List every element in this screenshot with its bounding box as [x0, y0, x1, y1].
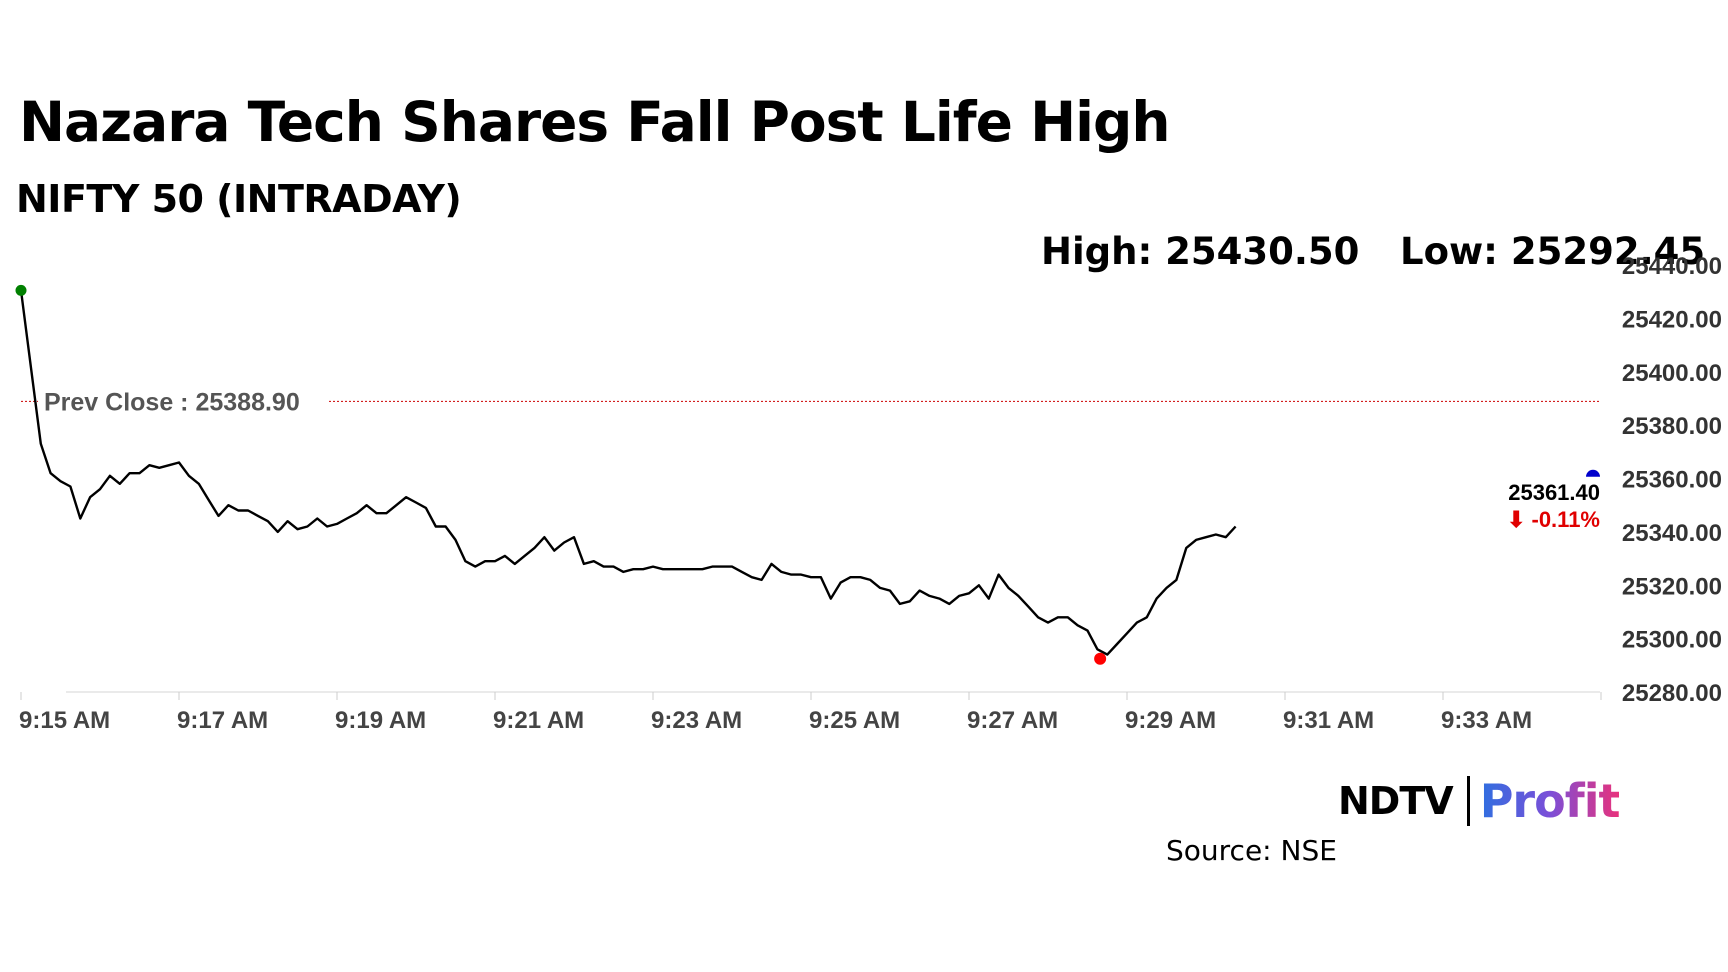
x-tick-label: 9:23 AM [651, 707, 742, 734]
last-price-marker [1586, 469, 1600, 477]
high-stat: High: 25430.50 [1041, 230, 1360, 273]
x-tick-label: 9:27 AM [967, 707, 1058, 734]
y-tick-label: 25440.00 [1622, 253, 1722, 280]
logo-divider [1466, 776, 1470, 826]
source-note: Source: NSE [1166, 834, 1337, 867]
x-tick-label: 9:29 AM [1125, 707, 1216, 734]
x-tick-label: 9:21 AM [493, 707, 584, 734]
x-tick-label: 9:19 AM [335, 707, 426, 734]
x-axis: 9:15 AM 9:17 AM 9:19 AM 9:21 AM 9:23 AM 9:25 … [19, 691, 1602, 734]
logo-ndtv-text: NDTV [1338, 779, 1454, 823]
chart-title: Nazara Tech Shares Fall Post Life High [19, 90, 1171, 154]
logo-profit-text: Profit [1479, 774, 1621, 828]
chart-annotations: Prev Close : 25388.90 [21, 381, 1600, 418]
low-stat: Low: 25292.45 [1400, 230, 1706, 273]
y-tick-label: 25380.00 [1622, 413, 1722, 440]
high-marker [15, 284, 27, 296]
last-price-label: 25361.40 [1508, 480, 1600, 505]
x-tick-label: 9:15 AM [19, 707, 110, 734]
low-marker [1094, 652, 1107, 665]
y-tick-label: 25300.00 [1622, 627, 1722, 654]
marker-group: 25361.40⬇ -0.11% [15, 284, 1600, 665]
y-tick-label: 25320.00 [1622, 573, 1722, 600]
y-tick-label: 25400.00 [1622, 360, 1722, 387]
prev-close-label: Prev Close : 25388.90 [44, 388, 300, 416]
change-label: ⬇ -0.11% [1507, 507, 1600, 532]
y-tick-label: 25360.00 [1622, 467, 1722, 494]
chart-subtitle: NIFTY 50 (INTRADAY) [16, 177, 462, 221]
x-tick-label: 9:31 AM [1283, 707, 1374, 734]
ndtv-profit-logo: NDTV Profit [1338, 774, 1621, 828]
y-tick-label: 25280.00 [1622, 680, 1722, 707]
prev-close-label-bg [38, 381, 328, 418]
x-tick-label: 9:25 AM [809, 707, 900, 734]
x-tick-label: 9:33 AM [1441, 707, 1532, 734]
series-group [19, 290, 1237, 656]
y-axis: 25280.00 25300.00 25320.00 25340.00 25360.00… [1622, 253, 1722, 707]
x-tick-label: 9:17 AM [177, 707, 268, 734]
series-line [19, 290, 1237, 656]
y-tick-label: 25340.00 [1622, 520, 1722, 547]
y-tick-label: 25420.00 [1622, 306, 1722, 333]
